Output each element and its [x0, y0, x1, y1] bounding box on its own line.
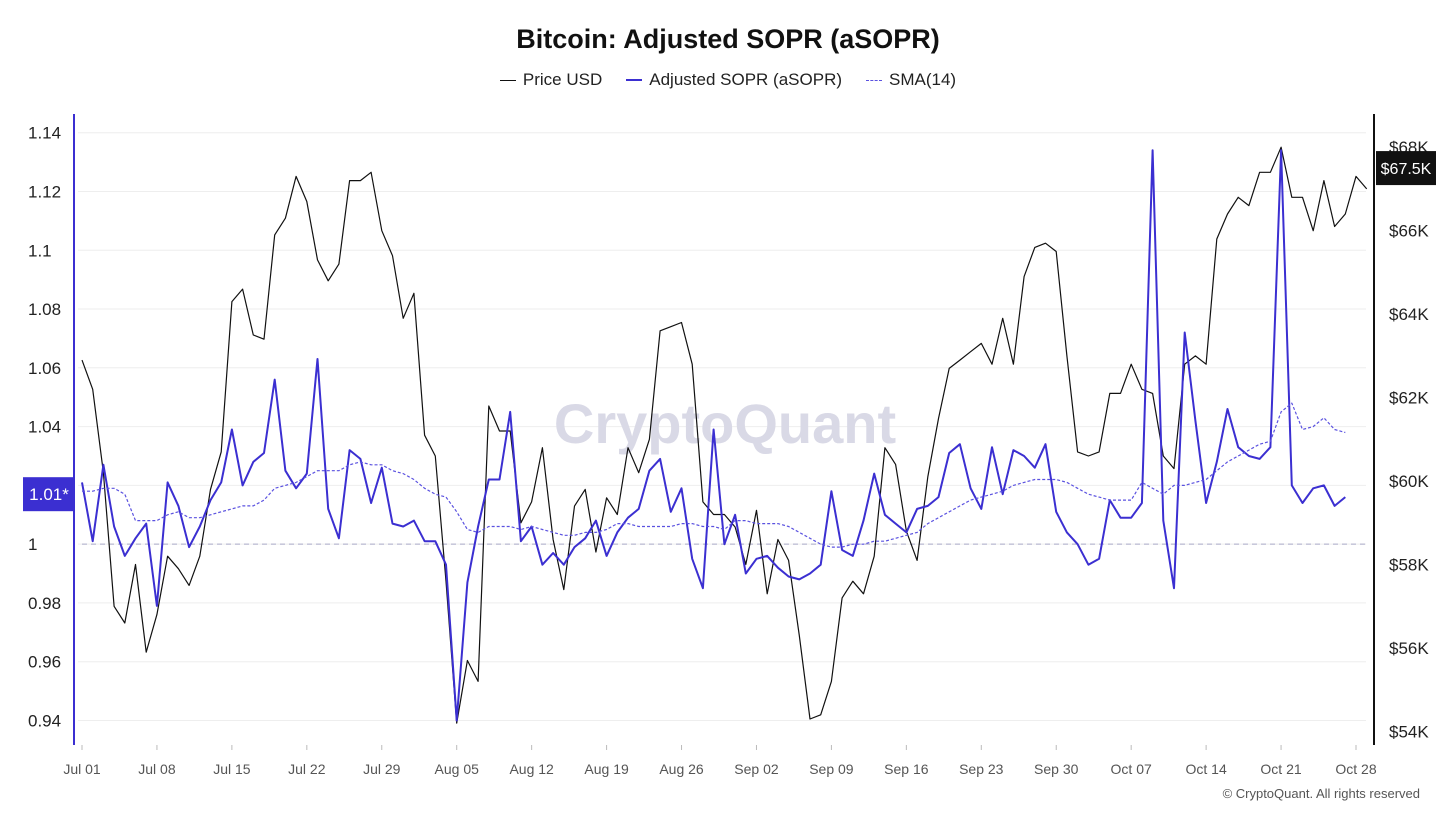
x-tick-label-5: Aug 05 — [435, 761, 480, 777]
x-tick-label-2: Jul 15 — [213, 761, 251, 777]
chart-title: Bitcoin: Adjusted SOPR (aSOPR) — [516, 24, 940, 54]
x-tick-label-12: Sep 23 — [959, 761, 1004, 777]
x-axis-ticks: Jul 01 Jul 08 Jul 15 Jul 22 Jul 29 Aug 05 Aug … — [63, 745, 1377, 777]
right-tick-label-1: $56K — [1389, 639, 1429, 658]
right-tick-label-5: $64K — [1389, 305, 1429, 324]
copyright-notice: © CryptoQuant. All rights reserved — [1222, 786, 1420, 801]
right-axis-ticks: $54K$56K$58K$60K$62K$64K$66K$68K — [1389, 138, 1429, 741]
left-tick-label-10: 1.14 — [28, 124, 61, 143]
series-asopr-line — [81, 149, 1346, 722]
right-tick-label-2: $58K — [1389, 556, 1429, 575]
chart-legend: Price USD Adjusted SOPR (aSOPR) SMA(14) — [0, 70, 1456, 90]
left-current-marker-box — [23, 477, 75, 512]
series-price-usd-line — [81, 146, 1368, 724]
x-tick-label-0: Jul 01 — [63, 761, 101, 777]
series-sma14-line — [82, 402, 1346, 548]
legend-item-sma[interactable]: SMA(14) — [866, 70, 956, 90]
x-tick-label-9: Sep 02 — [734, 761, 779, 777]
x-tick-label-11: Sep 16 — [884, 761, 929, 777]
right-current-marker-label: $67.5K — [1381, 161, 1432, 178]
right-current-marker-box — [1376, 151, 1436, 186]
legend-item-price[interactable]: Price USD — [499, 70, 603, 90]
left-tick-label-0: 0.94 — [28, 711, 61, 730]
legend-swatch-sma — [866, 79, 883, 81]
legend-swatch-asopr — [626, 79, 643, 81]
left-current-marker-label: 1.01* — [29, 485, 69, 504]
left-tick-label-5: 1.04 — [28, 418, 61, 437]
left-tick-label-7: 1.08 — [28, 300, 61, 319]
x-tick-label-4: Jul 29 — [363, 761, 401, 777]
legend-swatch-price — [499, 79, 516, 81]
left-tick-label-8: 1.1 — [28, 241, 52, 260]
axes — [73, 114, 1375, 745]
x-tick-label-10: Sep 09 — [809, 761, 854, 777]
left-tick-label-3: 1 — [28, 535, 37, 554]
left-tick-label-1: 0.96 — [28, 653, 61, 672]
x-tick-label-15: Oct 14 — [1185, 761, 1226, 777]
right-tick-label-4: $62K — [1389, 389, 1429, 408]
legend-label-price: Price USD — [522, 70, 603, 89]
legend-label-asopr: Adjusted SOPR (aSOPR) — [649, 70, 843, 89]
x-tick-label-6: Aug 12 — [509, 761, 554, 777]
right-tick-label-3: $60K — [1389, 472, 1429, 491]
x-tick-label-16: Oct 21 — [1260, 761, 1301, 777]
x-tick-label-3: Jul 22 — [288, 761, 326, 777]
left-tick-label-9: 1.12 — [28, 182, 61, 201]
current-value-markers: 1.01* $67.5K — [23, 151, 1436, 512]
right-tick-label-0: $54K — [1389, 722, 1429, 741]
x-tick-label-13: Sep 30 — [1034, 761, 1079, 777]
series-layer — [81, 146, 1368, 724]
left-tick-label-6: 1.06 — [28, 359, 61, 378]
x-tick-label-1: Jul 08 — [138, 761, 176, 777]
legend-label-sma: SMA(14) — [889, 70, 957, 89]
right-tick-label-6: $66K — [1389, 222, 1429, 241]
watermark: CryptoQuant — [554, 392, 896, 455]
x-tick-label-7: Aug 19 — [584, 761, 629, 777]
left-tick-label-2: 0.98 — [28, 594, 61, 613]
x-tick-label-8: Aug 26 — [659, 761, 704, 777]
x-tick-label-17: Oct 28 — [1335, 761, 1376, 777]
legend-item-asopr[interactable]: Adjusted SOPR (aSOPR) — [626, 70, 842, 90]
x-tick-label-14: Oct 07 — [1111, 761, 1152, 777]
